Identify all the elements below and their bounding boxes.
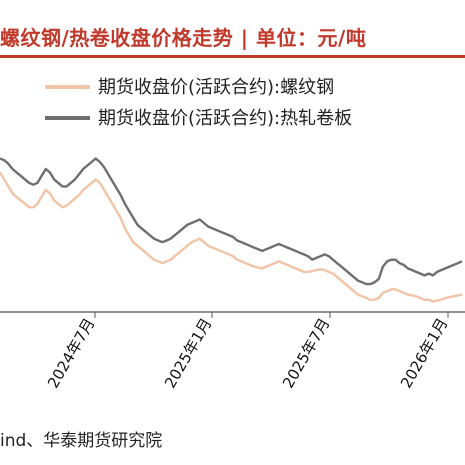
chart-legend: 期货收盘价(活跃合约):螺纹钢 期货收盘价(活跃合约):热轧卷板 <box>45 77 352 129</box>
x-tick-label: 2026年1月 <box>397 315 451 391</box>
x-tick-label: 2025年7月 <box>279 315 333 391</box>
x-axis-ticks: 2024年7月 2025年1月 2025年7月 2026年1月 <box>44 312 451 391</box>
series-line-rebar <box>0 171 463 303</box>
x-tick-label: 2024年7月 <box>44 315 98 391</box>
series-line-hrc <box>0 157 463 286</box>
legend-label-hrc: 期货收盘价(活跃合约):热轧卷板 <box>98 108 352 129</box>
source-note: ind、华泰期货研究院 <box>0 431 163 451</box>
x-tick-label: 2025年1月 <box>161 315 215 391</box>
title-underline <box>0 55 465 58</box>
line-chart: 期货收盘价(活跃合约):螺纹钢 期货收盘价(活跃合约):热轧卷板 2024年7月… <box>0 77 465 391</box>
chart-title: 螺纹钢/热卷收盘价格走势 | 单位：元/吨 <box>0 26 367 50</box>
legend-label-rebar: 期货收盘价(活跃合约):螺纹钢 <box>98 77 334 98</box>
